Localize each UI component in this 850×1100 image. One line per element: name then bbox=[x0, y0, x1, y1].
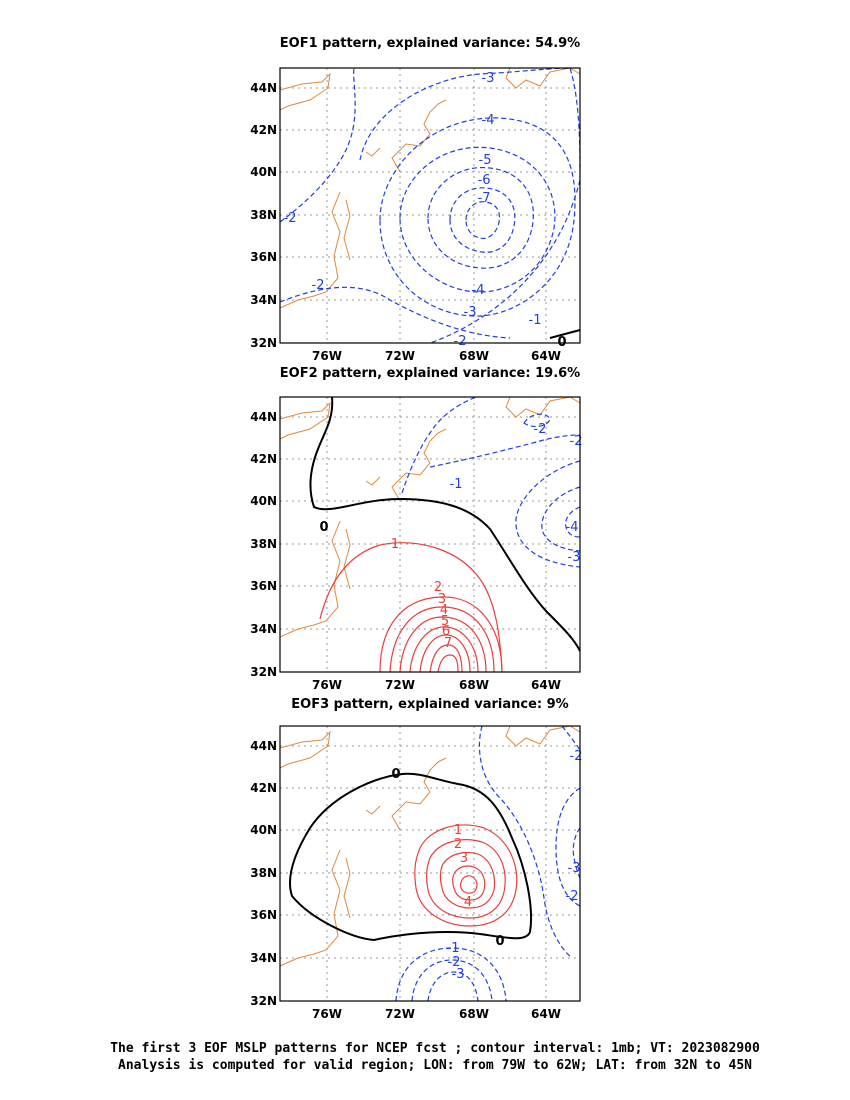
lat-tick-label: 32N bbox=[250, 336, 277, 350]
lat-tick-label: 40N bbox=[250, 165, 277, 179]
contour-label: 4 bbox=[464, 895, 472, 910]
contour-label: -7 bbox=[478, 191, 491, 206]
panel2-map: -1 -2 -2 0 1 2 3 4 5 6 7 -4 -3 44N 42N 4… bbox=[250, 396, 582, 692]
lat-tick-label: 42N bbox=[250, 123, 277, 137]
lon-tick-label: 76W bbox=[312, 1007, 342, 1021]
contour-label: -2 bbox=[570, 749, 583, 764]
lat-tick-label: 34N bbox=[250, 293, 277, 307]
lon-tick-label: 72W bbox=[385, 678, 415, 692]
lon-tick-label: 72W bbox=[385, 349, 415, 363]
contour-label: -2 bbox=[312, 278, 325, 293]
contour-label: 2 bbox=[454, 837, 462, 852]
caption-line-2: Analysis is computed for valid region; L… bbox=[118, 1058, 752, 1073]
lon-tick-label: 72W bbox=[385, 1007, 415, 1021]
grid-lines bbox=[280, 726, 580, 1001]
contour-label: 0 bbox=[391, 767, 400, 782]
contour-label: 5 bbox=[441, 614, 449, 629]
panel3-map: 0 1 2 3 4 0 -1 -2 -3 -2 -3 -2 44N 42N 40… bbox=[250, 725, 582, 1021]
lon-tick-label: 64W bbox=[531, 1007, 561, 1021]
lon-tick-labels: 76W 72W 68W 64W bbox=[312, 349, 561, 363]
map-frame bbox=[279, 725, 581, 1002]
lat-tick-label: 32N bbox=[250, 994, 277, 1008]
panel1-map: -3 -4 -5 -6 -7 -2 -2 -4 -3 -1 -2 0 44N 4… bbox=[250, 67, 581, 363]
lon-tick-label: 68W bbox=[459, 678, 489, 692]
lat-tick-label: 44N bbox=[250, 739, 277, 753]
contour-label: -4 bbox=[482, 113, 495, 128]
lat-tick-label: 36N bbox=[250, 579, 277, 593]
contour-label: -1 bbox=[447, 941, 460, 956]
contours bbox=[309, 396, 581, 673]
contour-label: -2 bbox=[448, 955, 461, 970]
lat-tick-label: 36N bbox=[250, 908, 277, 922]
contour-label: 0 bbox=[495, 934, 504, 949]
contour-label: -4 bbox=[566, 520, 579, 535]
lat-tick-label: 40N bbox=[250, 494, 277, 508]
lat-tick-labels: 44N 42N 40N 38N 36N 34N 32N bbox=[250, 81, 277, 350]
contour-label: -3 bbox=[568, 861, 581, 876]
lat-tick-label: 38N bbox=[250, 866, 277, 880]
figure-caption: The first 3 EOF MSLP patterns for NCEP f… bbox=[20, 1040, 850, 1074]
contour-labels: -1 -2 -2 0 1 2 3 4 5 6 7 -4 -3 bbox=[319, 422, 582, 651]
coastline bbox=[279, 396, 581, 638]
panel3-title: EOF3 pattern, explained variance: 9% bbox=[291, 697, 569, 712]
lat-tick-label: 42N bbox=[250, 452, 277, 466]
contour-label: 2 bbox=[434, 580, 442, 595]
caption-line-1: The first 3 EOF MSLP patterns for NCEP f… bbox=[110, 1041, 760, 1056]
lat-tick-label: 36N bbox=[250, 250, 277, 264]
contour-label: -1 bbox=[529, 313, 542, 328]
lat-tick-label: 38N bbox=[250, 537, 277, 551]
contour-label: 3 bbox=[460, 851, 468, 866]
lon-tick-label: 64W bbox=[531, 349, 561, 363]
contour-label: -5 bbox=[479, 153, 492, 168]
contour-labels: -3 -4 -5 -6 -7 -2 -2 -4 -3 -1 -2 0 bbox=[284, 71, 567, 350]
lat-tick-label: 34N bbox=[250, 951, 277, 965]
lon-tick-label: 64W bbox=[531, 678, 561, 692]
lon-tick-label: 76W bbox=[312, 349, 342, 363]
lat-tick-labels: 44N 42N 40N 38N 36N 34N 32N bbox=[250, 410, 277, 679]
grid-lines bbox=[280, 68, 580, 343]
contour-label: -1 bbox=[450, 477, 463, 492]
contours bbox=[279, 67, 581, 344]
contour-label: 4 bbox=[440, 603, 448, 618]
lat-tick-label: 40N bbox=[250, 823, 277, 837]
lon-tick-labels: 76W 72W 68W 64W bbox=[312, 678, 561, 692]
contour-label: -3 bbox=[482, 71, 495, 86]
lat-tick-label: 34N bbox=[250, 622, 277, 636]
panel1-title: EOF1 pattern, explained variance: 54.9% bbox=[279, 36, 581, 51]
contour-label: 1 bbox=[454, 823, 462, 838]
contour-label: -3 bbox=[568, 550, 581, 565]
lat-tick-label: 42N bbox=[250, 781, 277, 795]
contour-label: 0 bbox=[319, 520, 328, 535]
lat-tick-label: 44N bbox=[250, 410, 277, 424]
contour-label: -2 bbox=[284, 211, 297, 226]
lon-tick-label: 76W bbox=[312, 678, 342, 692]
panel2-title: EOF2 pattern, explained variance: 19.6% bbox=[279, 366, 581, 381]
contour-label: 7 bbox=[444, 636, 452, 651]
lon-tick-label: 68W bbox=[459, 1007, 489, 1021]
map-frame bbox=[279, 396, 581, 673]
lat-tick-label: 32N bbox=[250, 665, 277, 679]
coastline bbox=[279, 725, 581, 967]
contour-label: -2 bbox=[454, 334, 467, 349]
contours bbox=[289, 725, 581, 1002]
contour-label: -2 bbox=[570, 434, 583, 449]
lon-tick-label: 68W bbox=[459, 349, 489, 363]
lat-tick-label: 44N bbox=[250, 81, 277, 95]
contour-label: -2 bbox=[534, 422, 547, 437]
map-frame bbox=[279, 67, 581, 344]
contour-label: -3 bbox=[452, 967, 465, 982]
contour-label: -4 bbox=[472, 283, 485, 298]
contour-label: 3 bbox=[438, 592, 446, 607]
contour-label: -6 bbox=[478, 173, 491, 188]
lat-tick-label: 38N bbox=[250, 208, 277, 222]
lon-tick-labels: 76W 72W 68W 64W bbox=[312, 1007, 561, 1021]
contour-label: 1 bbox=[391, 537, 399, 552]
lat-tick-labels: 44N 42N 40N 38N 36N 34N 32N bbox=[250, 739, 277, 1008]
contour-label: 6 bbox=[442, 624, 450, 639]
coastline bbox=[279, 67, 581, 309]
contour-labels: 0 1 2 3 4 0 -1 -2 -3 -2 -3 -2 bbox=[391, 749, 582, 982]
contour-label: -2 bbox=[566, 889, 579, 904]
contour-label: -3 bbox=[464, 305, 477, 320]
